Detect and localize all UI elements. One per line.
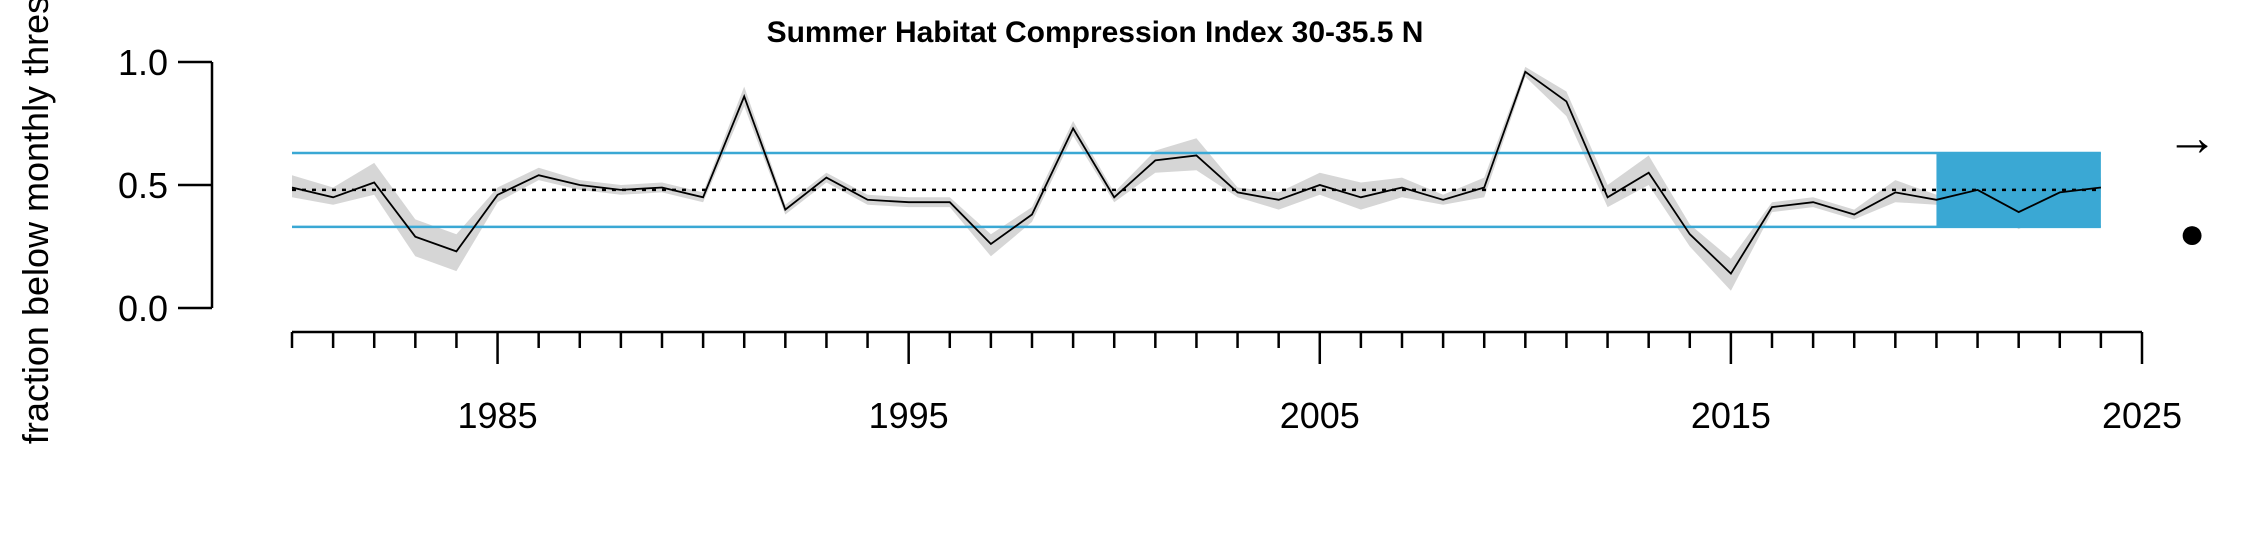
confidence-band <box>292 66 2101 291</box>
x-tick-label: 2015 <box>1691 395 1771 436</box>
y-tick-label: 1.0 <box>118 42 168 83</box>
series <box>291 70 2102 276</box>
x-tick-label: 2005 <box>1280 395 1360 436</box>
y-axis: 0.0 0.5 1.0 <box>118 42 214 329</box>
reference-lines <box>292 151 2101 229</box>
chart-title: Summer Habitat Compression Index 30-35.5… <box>767 16 1424 49</box>
x-axis: 1985 1995 2005 2015 2025 <box>290 330 2182 436</box>
trend-arrow-icon: → <box>2166 109 2218 167</box>
x-tick-label: 1985 <box>458 395 538 436</box>
band-area <box>292 66 2101 291</box>
x-tick-label: 1995 <box>869 395 949 436</box>
y-tick-label: 0.0 <box>118 288 168 329</box>
y-axis-label: fraction below monthly thres <box>15 0 56 444</box>
y-tick-label: 0.5 <box>118 165 168 206</box>
mean-dot-icon: ● <box>2179 209 2206 258</box>
series-line <box>291 70 2102 276</box>
x-tick-label: 2025 <box>2102 395 2182 436</box>
